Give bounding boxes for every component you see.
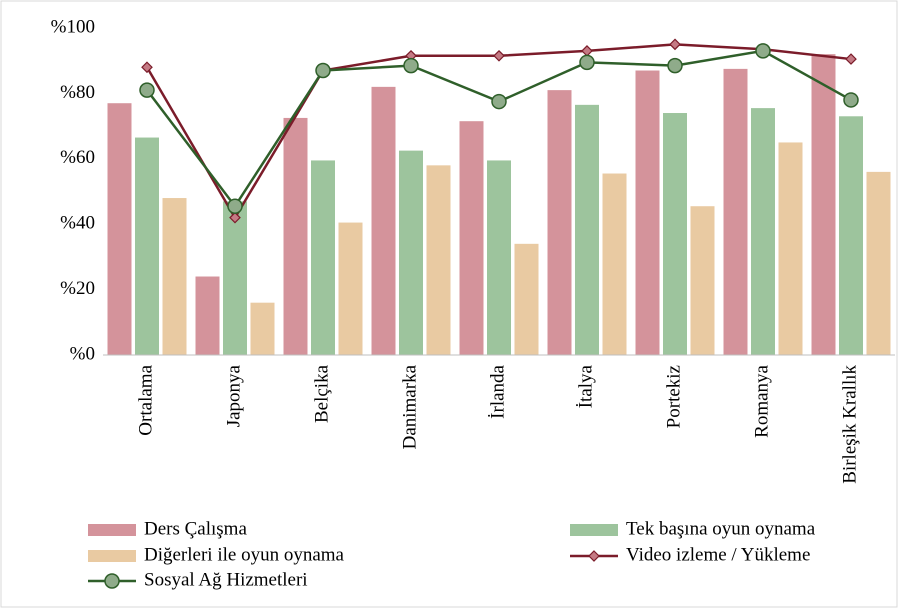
line-marker (755, 43, 771, 59)
bar (514, 243, 539, 355)
bar (459, 121, 484, 355)
line-marker (579, 54, 595, 71)
bar (371, 86, 396, 356)
x-tick-label: Birleşik Krallık (839, 365, 860, 484)
legend-swatch (88, 524, 136, 536)
line-marker (491, 93, 507, 110)
bar (487, 160, 511, 355)
bar (426, 165, 451, 355)
line-marker (667, 57, 683, 74)
legend-label: Ders Çalışma (144, 518, 247, 539)
line-marker (669, 38, 681, 51)
bar (399, 150, 423, 355)
legend-label: Diğerleri ile oyun oynama (144, 544, 345, 565)
bar (135, 137, 159, 355)
bar (338, 222, 363, 355)
x-tick-label: Danimarka (399, 364, 420, 449)
x-tick-label: İtalya (575, 364, 596, 408)
legend-label: Sosyal Ağ Hizmetleri (144, 569, 308, 590)
line-marker (493, 49, 505, 62)
bar (602, 173, 627, 355)
bar (250, 302, 275, 355)
legend-swatch (570, 524, 618, 536)
bar (839, 116, 863, 355)
x-tick-label: Ortalama (135, 364, 156, 435)
y-tick-label: %0 (70, 343, 95, 364)
y-tick-label: %40 (60, 213, 95, 234)
y-tick-label: %60 (60, 147, 95, 168)
x-tick-label: Japonya (223, 364, 244, 427)
x-tick-label: Belçika (311, 364, 332, 423)
legend-swatch (88, 550, 136, 562)
legend-marker (104, 573, 120, 589)
bar (283, 117, 308, 355)
bar (162, 198, 187, 355)
bar (811, 54, 836, 355)
line-marker (315, 62, 331, 79)
bar (311, 160, 335, 355)
line-marker (139, 82, 155, 98)
x-tick-label: Romanya (751, 364, 772, 437)
bar (723, 68, 748, 355)
legend-label: Tek başına oyun oynama (626, 518, 816, 539)
x-tick-label: İrlanda (487, 364, 508, 418)
line-marker (227, 198, 243, 214)
bar (866, 171, 891, 355)
bar (107, 103, 132, 356)
bar (223, 201, 247, 355)
y-tick-label: %80 (60, 82, 95, 103)
line-marker (403, 57, 419, 74)
bar (690, 206, 715, 355)
y-tick-label: %100 (51, 16, 95, 37)
legend-label: Video izleme / Yükleme (626, 544, 810, 565)
legend-marker (588, 550, 600, 562)
line-marker (229, 211, 241, 224)
bar (547, 90, 572, 355)
line-marker (843, 92, 859, 108)
bar (635, 70, 660, 355)
bar (778, 142, 803, 355)
bar (195, 276, 220, 355)
x-tick-label: Portekiz (663, 365, 684, 428)
line-marker (845, 53, 857, 65)
bar (751, 108, 775, 356)
bar (663, 113, 687, 356)
bar (575, 104, 599, 355)
line-marker (141, 61, 153, 74)
y-tick-label: %20 (60, 278, 95, 299)
